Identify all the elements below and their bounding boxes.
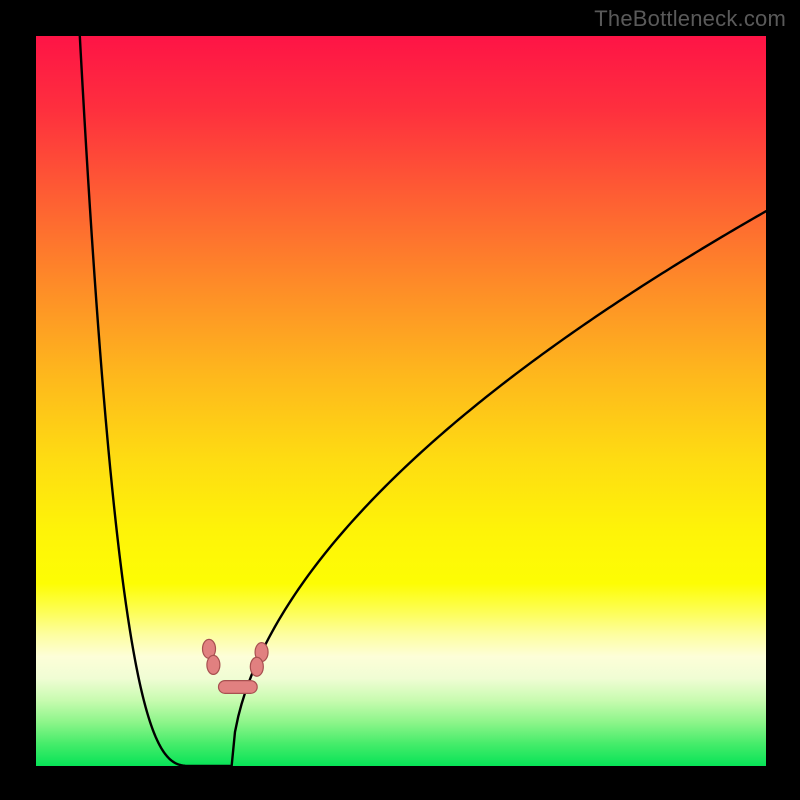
marker-bottom-bar bbox=[219, 681, 258, 694]
marker-left-lower bbox=[207, 655, 220, 674]
marker-right-lower bbox=[250, 657, 263, 676]
bottleneck-chart bbox=[0, 0, 800, 800]
chart-plot-area bbox=[36, 36, 766, 766]
watermark-text: TheBottleneck.com bbox=[594, 6, 786, 32]
